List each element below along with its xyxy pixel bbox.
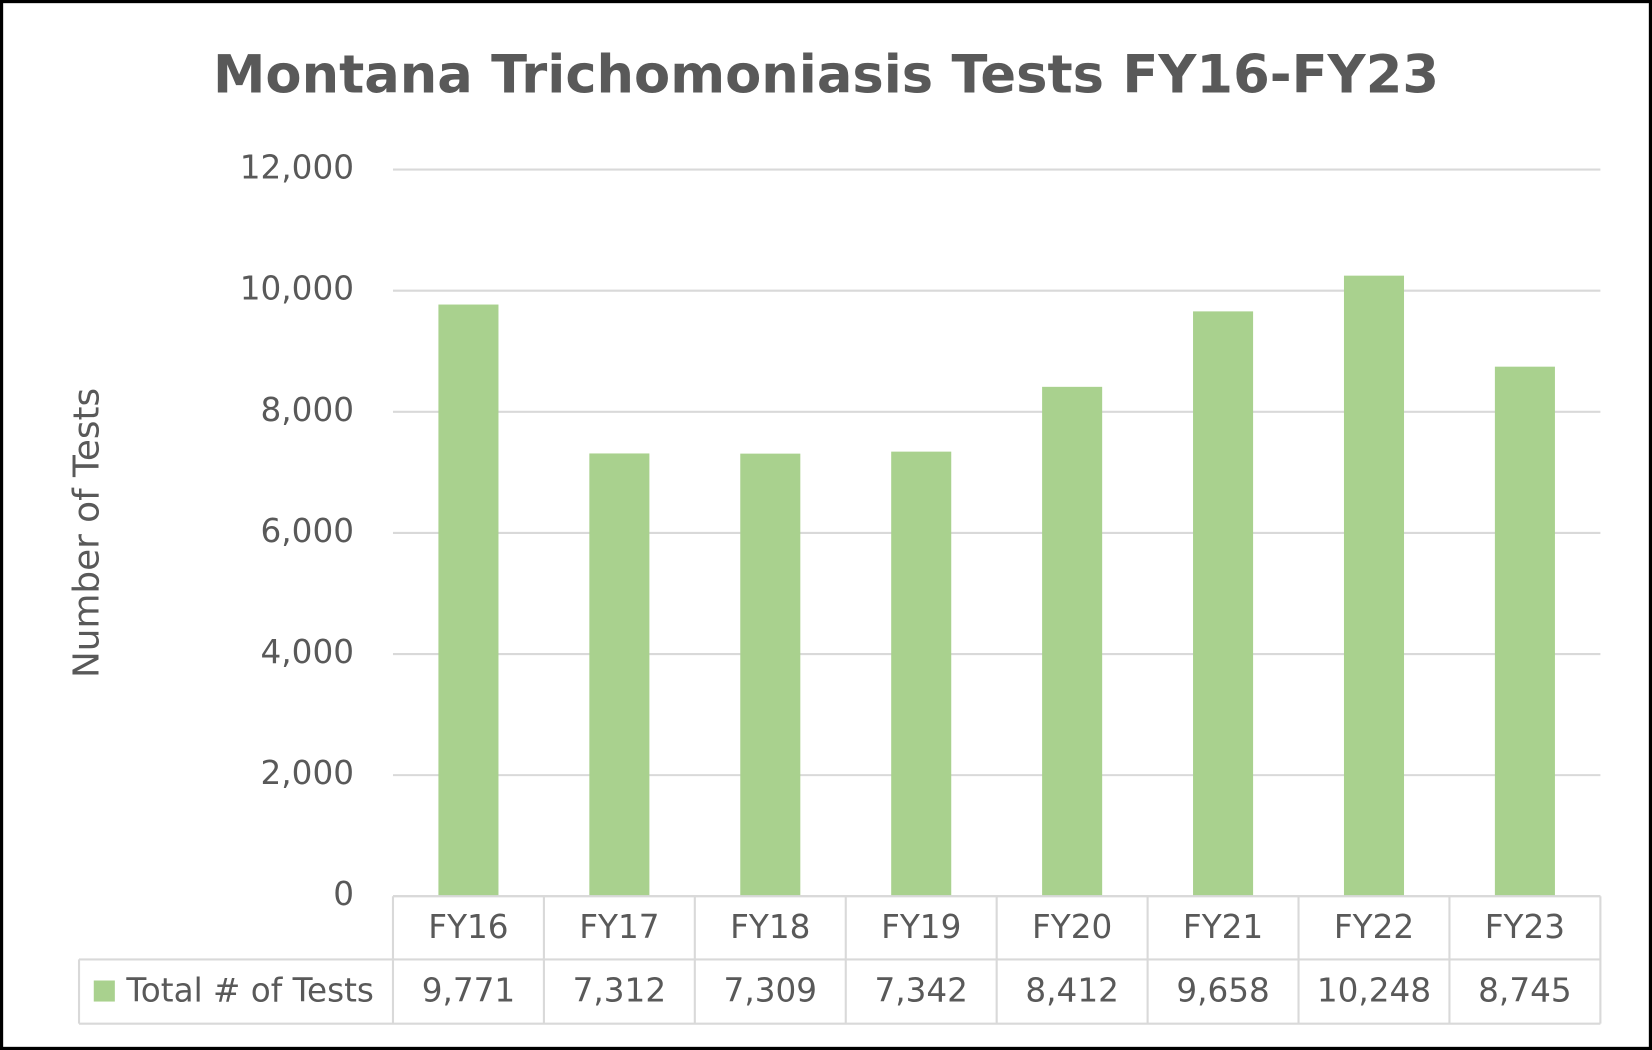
bar — [891, 451, 952, 897]
x-tick-label: FY18 — [730, 908, 810, 946]
table-value: 10,248 — [1317, 972, 1431, 1010]
y-tick-label: 8,000 — [261, 391, 354, 429]
y-tick-label: 0 — [333, 875, 354, 913]
bar — [438, 304, 499, 897]
y-tick-label: 4,000 — [261, 633, 354, 671]
bar — [1042, 386, 1103, 897]
x-tick-label: FY23 — [1485, 908, 1565, 946]
x-tick-label: FY16 — [428, 908, 508, 946]
y-tick-label: 10,000 — [240, 270, 354, 308]
chart-title: Montana Trichomoniasis Tests FY16-FY23 — [213, 45, 1439, 106]
y-tick-label: 6,000 — [261, 512, 354, 550]
x-tick-label: FY19 — [881, 908, 961, 946]
table-value: 9,658 — [1176, 972, 1269, 1010]
x-tick-label: FY22 — [1334, 908, 1414, 946]
legend-swatch — [93, 980, 115, 1002]
x-tick-label: FY17 — [579, 908, 659, 946]
bar — [1343, 275, 1405, 897]
table-value: 7,312 — [573, 972, 666, 1010]
bar — [1193, 311, 1254, 897]
y-tick-label: 2,000 — [261, 754, 354, 792]
y-axis-title: Number of Tests — [66, 388, 107, 678]
bar — [1494, 366, 1555, 897]
x-tick-label: FY20 — [1032, 908, 1112, 946]
bar — [740, 453, 801, 897]
legend-label: Total # of Tests — [125, 972, 374, 1010]
table-value: 9,771 — [422, 972, 515, 1010]
table-value: 7,309 — [724, 972, 817, 1010]
table-value: 7,342 — [874, 972, 967, 1010]
x-tick-label: FY21 — [1183, 908, 1263, 946]
table-value: 8,745 — [1478, 972, 1571, 1010]
y-tick-label: 12,000 — [240, 149, 354, 187]
bar — [589, 453, 650, 897]
table-value: 8,412 — [1025, 972, 1118, 1010]
